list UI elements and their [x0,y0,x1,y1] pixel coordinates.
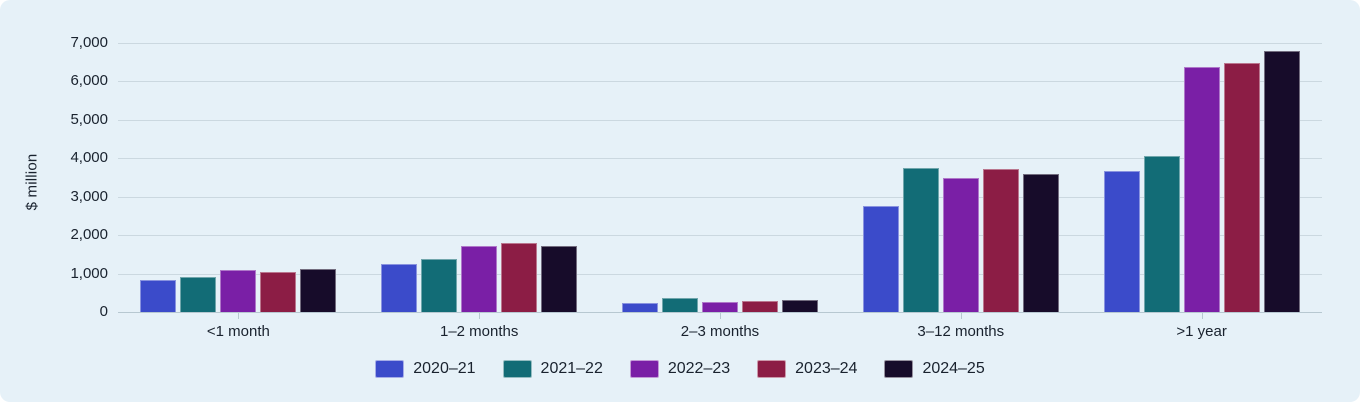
bar-2020–21->1 year[interactable] [1103,170,1140,312]
legend-swatch-icon [502,360,532,378]
bar-2023–24->1 year[interactable] [1223,62,1260,312]
legend-item-2020–21[interactable]: 2020–21 [375,360,476,378]
legend-item-2021–22[interactable]: 2021–22 [502,360,603,378]
x-tick-0 [238,313,240,319]
bar-2024–25-<1 month[interactable] [300,268,337,312]
bar-2022–23-1–2 months[interactable] [461,245,498,312]
legend-label: 2022–23 [667,360,731,377]
legend-item-2023–24[interactable]: 2023–24 [757,360,857,378]
gridline-2000 [118,235,1322,237]
legend-swatch-icon [629,360,659,378]
bar-2022–23-3–12 months[interactable] [942,177,979,312]
legend-item-2022–23[interactable]: 2022–23 [629,360,731,378]
bar-2023–24-2–3 months[interactable] [742,300,778,312]
bar-2021–22-2–3 months[interactable] [662,298,698,312]
legend-label: 2024–25 [922,360,985,377]
gridline-6000 [118,81,1322,83]
x-axis-label-1: 1–2 months [439,323,519,340]
bar-2020–21-<1 month[interactable] [140,280,177,312]
y-tick-label-3000: 3,000 [70,187,108,205]
x-axis-label-0: <1 month [206,323,270,340]
legend-swatch-icon [884,360,914,378]
bar-2023–24-<1 month[interactable] [260,272,297,312]
x-tick-1 [479,313,481,319]
bar-2021–22-<1 month[interactable] [180,277,217,312]
bar-2020–21-2–3 months[interactable] [622,302,658,312]
legend-item-2024–25[interactable]: 2024–25 [884,360,985,378]
bar-2021–22-1–2 months[interactable] [421,259,458,312]
legend-label: 2020–21 [413,360,476,377]
legend-label: 2021–22 [540,360,603,377]
bar-2022–23-<1 month[interactable] [220,270,257,312]
bar-2022–23-2–3 months[interactable] [702,302,738,312]
y-tick-label-1000: 1,000 [70,264,108,282]
x-axis-label-4: >1 year [1176,323,1227,340]
y-tick-label-0: 0 [99,303,108,320]
gridline-4000 [118,158,1322,160]
bar-2020–21-3–12 months[interactable] [862,205,899,312]
y-tick-label-2000: 2,000 [70,226,108,244]
bar-2024–25->1 year[interactable] [1263,50,1300,312]
gridline-3000 [118,196,1322,198]
bar-2020–21-1–2 months[interactable] [381,263,418,312]
gridline-5000 [118,119,1322,121]
gridline-7000 [118,43,1322,44]
legend-label: 2023–24 [795,360,858,377]
bar-2024–25-3–12 months[interactable] [1022,173,1059,312]
legend: 2020–21 2021–22 2022–23 2023–24 2024–25 [0,360,1360,378]
y-tick-label-5000: 5,000 [70,110,108,128]
x-axis-label-2: 2–3 months [680,323,760,340]
legend-swatch-icon [375,360,405,378]
bar-2022–23->1 year[interactable] [1183,66,1220,312]
bar-2021–22->1 year[interactable] [1143,155,1180,312]
bar-2023–24-1–2 months[interactable] [501,243,538,312]
gridline-1000 [118,273,1322,275]
bar-2023–24-3–12 months[interactable] [982,169,1019,312]
bar-2024–25-2–3 months[interactable] [782,299,818,312]
x-tick-2 [720,313,721,319]
x-tick-4 [1201,313,1203,319]
x-tick-3 [960,313,962,319]
y-tick-label-6000: 6,000 [70,72,108,90]
x-axis-label-3: 3–12 months [917,323,1005,340]
y-tick-label-7000: 7,000 [70,34,108,51]
bar-2021–22-3–12 months[interactable] [902,168,939,312]
y-tick-label-4000: 4,000 [70,149,108,167]
legend-swatch-icon [757,360,787,378]
bar-2024–25-1–2 months[interactable] [541,245,578,312]
gridline-0 [118,312,1322,313]
